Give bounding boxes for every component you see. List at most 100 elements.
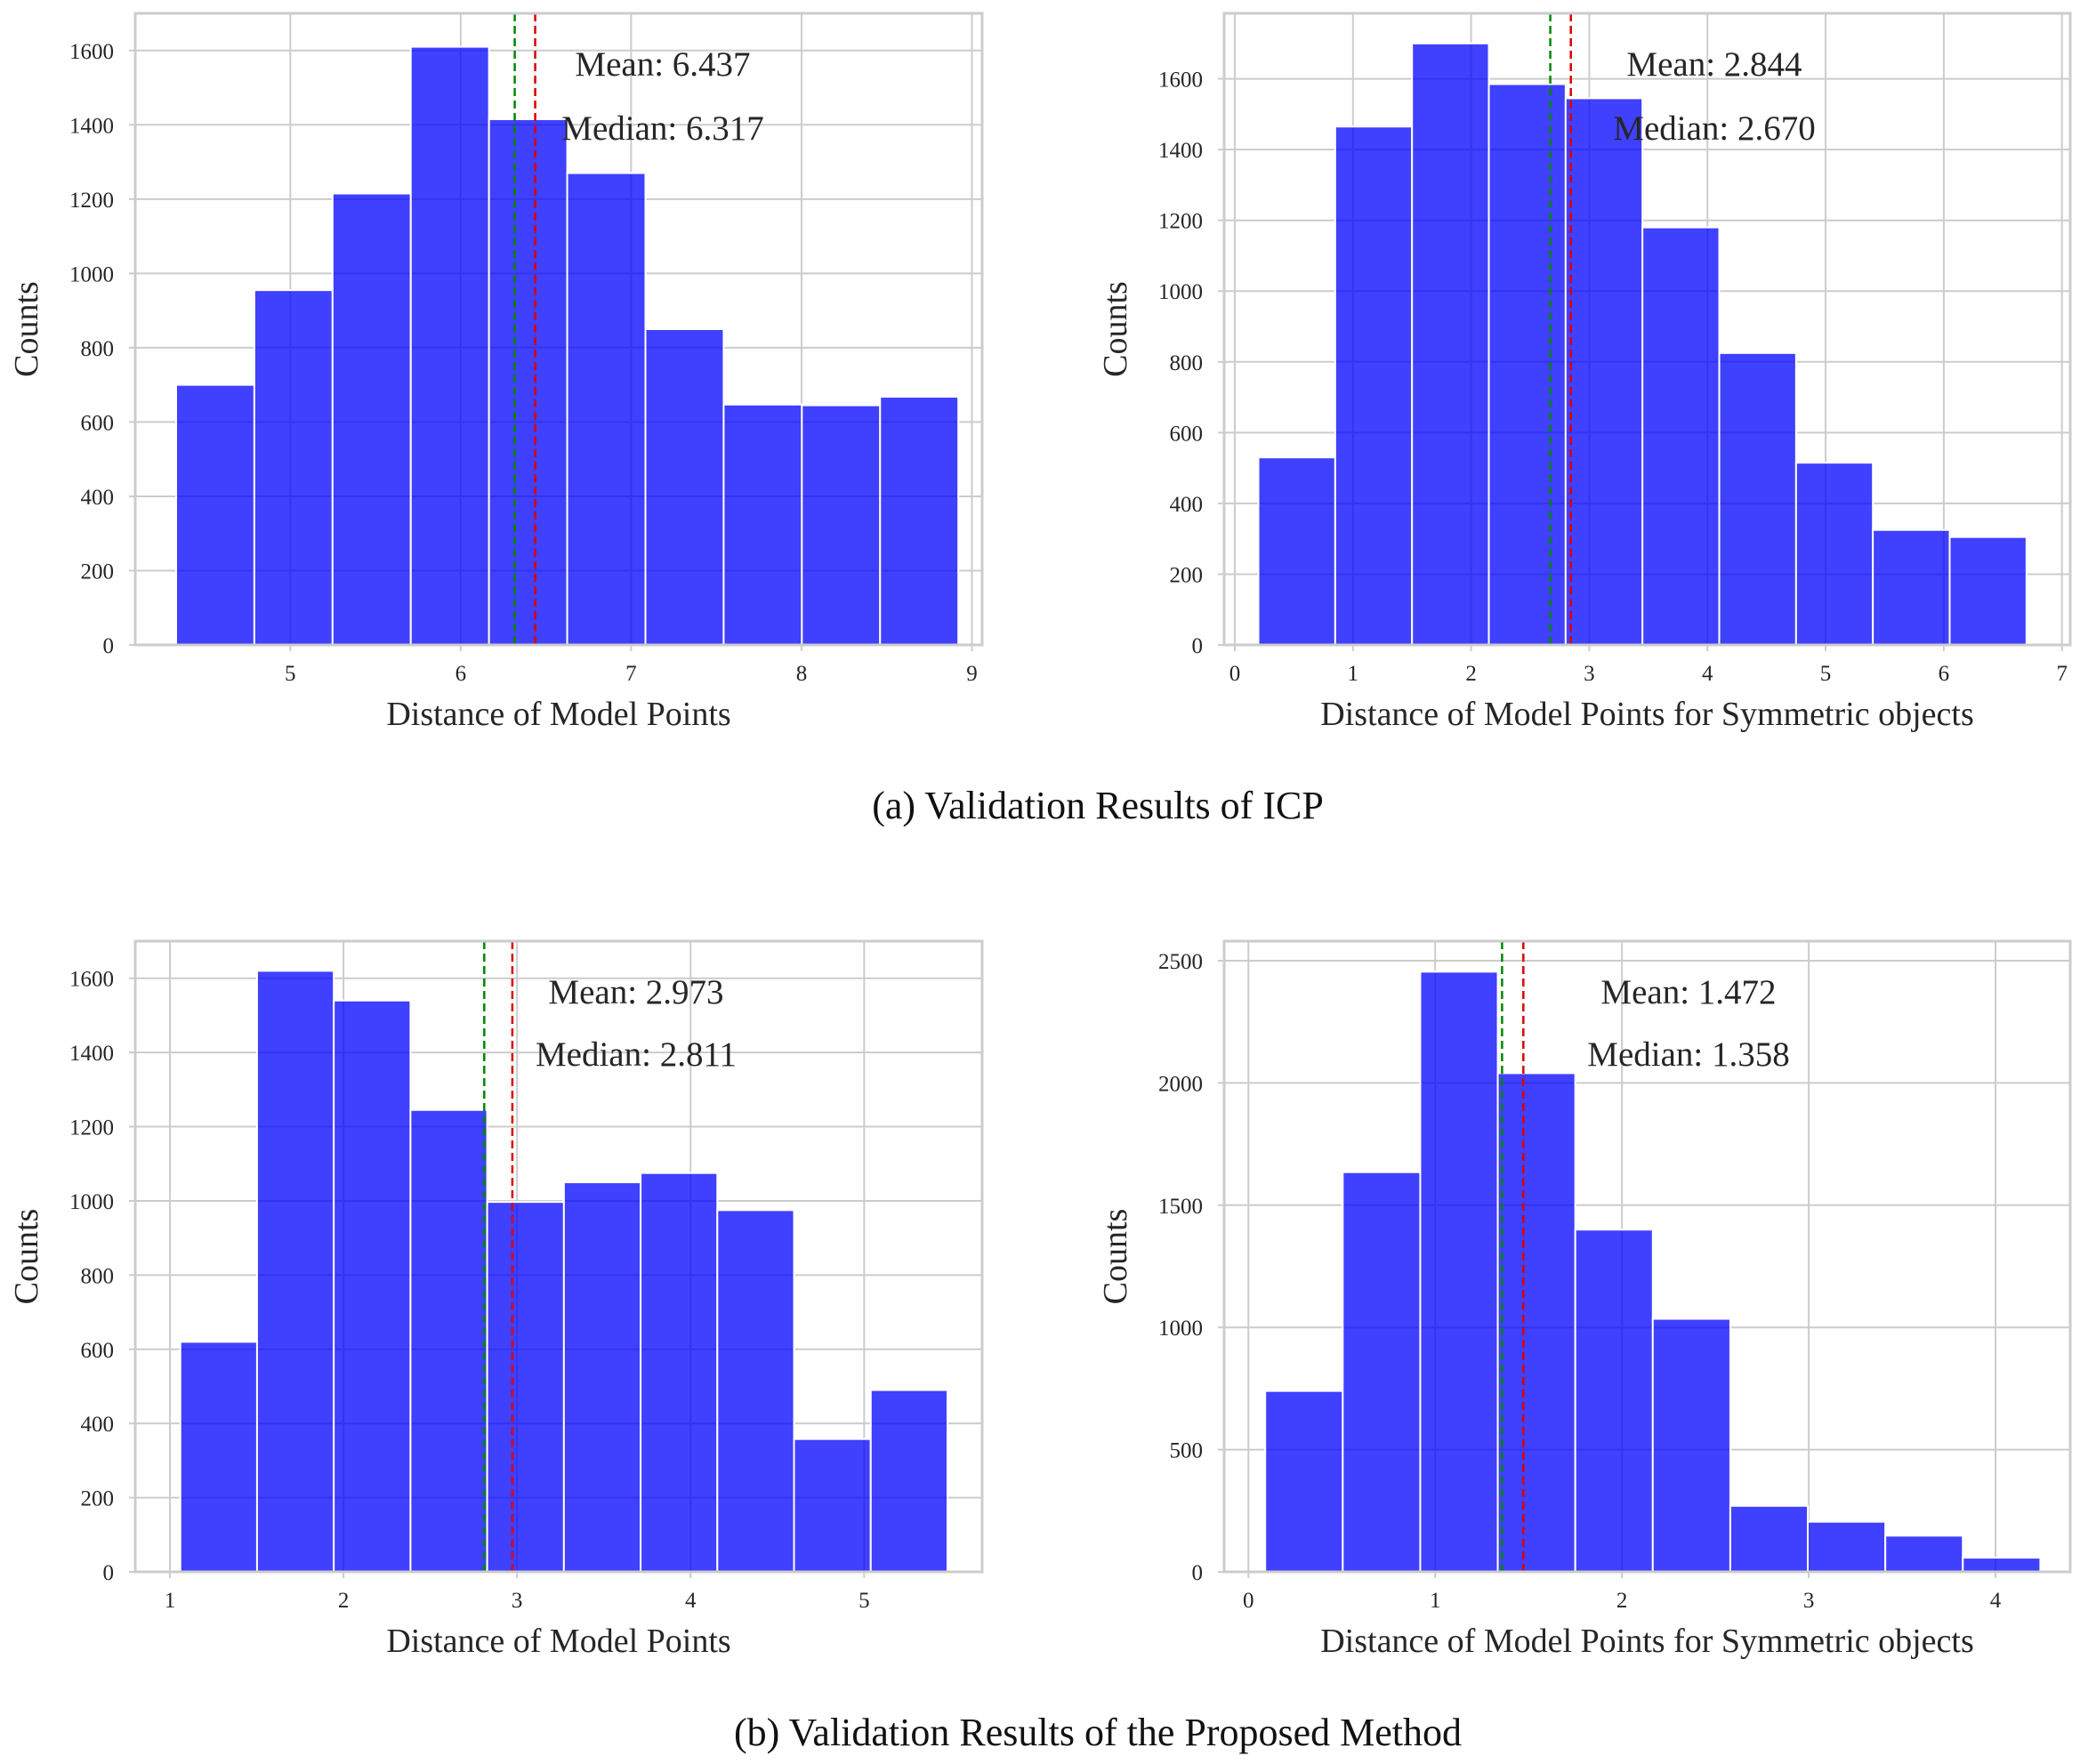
histogram-bar	[1641, 226, 1721, 646]
x-axis-label: Distance of Model Points	[386, 696, 730, 733]
histogram-bar	[801, 404, 882, 646]
y-tick-label: 500	[1170, 1439, 1204, 1463]
y-tick-label: 400	[1170, 493, 1204, 517]
x-tick-label: 2	[1465, 662, 1477, 686]
x-tick-label: 3	[512, 1589, 523, 1613]
x-tick-label: 7	[2056, 662, 2068, 686]
x-tick-label: 5	[859, 1589, 870, 1613]
histogram-bar	[722, 403, 803, 646]
y-axis-label: Counts	[1097, 1209, 1134, 1305]
y-tick-label: 1000	[1158, 280, 1203, 304]
histogram-bar	[1948, 536, 2028, 646]
y-tick-label: 2000	[1158, 1072, 1203, 1096]
histogram-bar	[566, 172, 647, 646]
y-tick-label: 200	[81, 1487, 115, 1511]
x-tick-label: 5	[285, 662, 296, 686]
histogram-bar	[716, 1209, 795, 1574]
histogram-bar	[333, 999, 412, 1573]
x-axis-label: Distance of Model Points	[386, 1623, 730, 1660]
caption-b: (b) Validation Results of the Proposed M…	[734, 1711, 1462, 1754]
y-tick-label: 600	[81, 1339, 115, 1363]
histogram-bar	[1807, 1520, 1887, 1573]
histogram-bar	[793, 1438, 872, 1574]
histogram-bar	[174, 383, 255, 646]
histogram-bar	[1342, 1171, 1422, 1574]
mean-annotation: Mean: 2.844	[1626, 45, 1802, 84]
histogram-bar	[1651, 1317, 1731, 1573]
x-axis-label: Distance of Model Points for Symmetric o…	[1320, 696, 1974, 733]
y-tick-label: 1200	[1158, 210, 1203, 234]
y-tick-label: 0	[103, 1561, 115, 1585]
histogram-bar	[879, 396, 960, 646]
y-tick-label: 1000	[1158, 1317, 1203, 1341]
histogram-bar	[253, 289, 334, 646]
x-tick-label: 6	[455, 662, 467, 686]
histogram-bar	[562, 1181, 642, 1574]
x-tick-label: 4	[1702, 662, 1713, 686]
axes-frame	[1222, 939, 2072, 1574]
y-tick-label: 0	[103, 634, 115, 658]
y-tick-label: 200	[1170, 563, 1204, 587]
y-tick-label: 1400	[69, 114, 114, 138]
y-tick-label: 800	[81, 1264, 115, 1288]
x-tick-label: 3	[1803, 1589, 1815, 1613]
mean-annotation: Mean: 6.437	[575, 45, 750, 84]
x-tick-label: 0	[1243, 1589, 1254, 1613]
x-tick-label: 1	[1430, 1589, 1441, 1613]
y-tick-label: 600	[1170, 422, 1204, 446]
y-axis-label: Counts	[1097, 281, 1134, 377]
chart-b-right: 0 1 2 3 4 0 500 1000 1500 2000 2500 Distance of Mod…	[1097, 939, 2072, 1660]
y-tick-label: 0	[1192, 1561, 1204, 1585]
axes-frame	[133, 939, 984, 1574]
histogram-bar	[488, 118, 568, 646]
histogram-bar	[1264, 1389, 1344, 1574]
y-tick-label: 1200	[69, 1116, 114, 1140]
histogram-bar	[255, 970, 335, 1574]
histogram-bar	[1962, 1557, 2042, 1574]
x-tick-label: 5	[1820, 662, 1832, 686]
histogram-bar	[1718, 351, 1797, 646]
x-tick-label: 7	[625, 662, 637, 686]
histogram-bar	[179, 1341, 258, 1574]
histogram-bar	[486, 1201, 565, 1574]
y-tick-label: 1400	[69, 1042, 114, 1066]
histogram-bar	[640, 1172, 719, 1573]
x-tick-label: 2	[1616, 1589, 1628, 1613]
mean-annotation: Mean: 1.472	[1600, 973, 1776, 1011]
histogram-bar	[409, 45, 490, 646]
x-axis-label: Distance of Model Points for Symmetric o…	[1320, 1623, 1974, 1660]
y-tick-label: 400	[81, 486, 115, 510]
y-tick-label: 2500	[1158, 950, 1203, 974]
x-tick-label: 1	[165, 1589, 176, 1613]
y-axis-label: Counts	[8, 1209, 45, 1305]
chart-a-left: 5 6 7 8 9 0 200 400 600 800 1000 1200 1400 1600 Distan…	[8, 12, 984, 733]
y-tick-label: 800	[81, 337, 115, 361]
y-tick-label: 600	[81, 411, 115, 435]
histogram-bar	[1574, 1228, 1654, 1574]
x-tick-label: 1	[1348, 662, 1359, 686]
mean-annotation: Mean: 2.973	[548, 973, 723, 1011]
histogram-bar	[1496, 1072, 1576, 1574]
caption-a: (a) Validation Results of ICP	[872, 784, 1324, 827]
y-tick-label: 800	[1170, 351, 1204, 375]
x-tick-label: 8	[796, 662, 808, 686]
histogram-bar	[1487, 83, 1567, 646]
histogram-bar	[1729, 1504, 1810, 1574]
y-tick-label: 400	[81, 1413, 115, 1437]
y-tick-label: 1200	[69, 189, 114, 213]
x-tick-label: 6	[1939, 662, 1950, 686]
x-tick-label: 0	[1229, 662, 1241, 686]
x-tick-label: 9	[966, 662, 978, 686]
histogram-bar	[1872, 528, 1951, 646]
histogram-bar	[1411, 42, 1490, 647]
y-tick-label: 0	[1192, 634, 1204, 658]
axes-frame	[1222, 12, 2072, 647]
axes-frame	[133, 12, 984, 647]
histogram-bar	[1334, 125, 1414, 647]
y-tick-label: 1400	[1158, 139, 1203, 163]
y-tick-label: 1600	[1158, 68, 1203, 93]
y-tick-label: 1600	[69, 968, 114, 992]
histogram-bar	[1419, 971, 1499, 1574]
histogram-bar	[1884, 1534, 1964, 1574]
